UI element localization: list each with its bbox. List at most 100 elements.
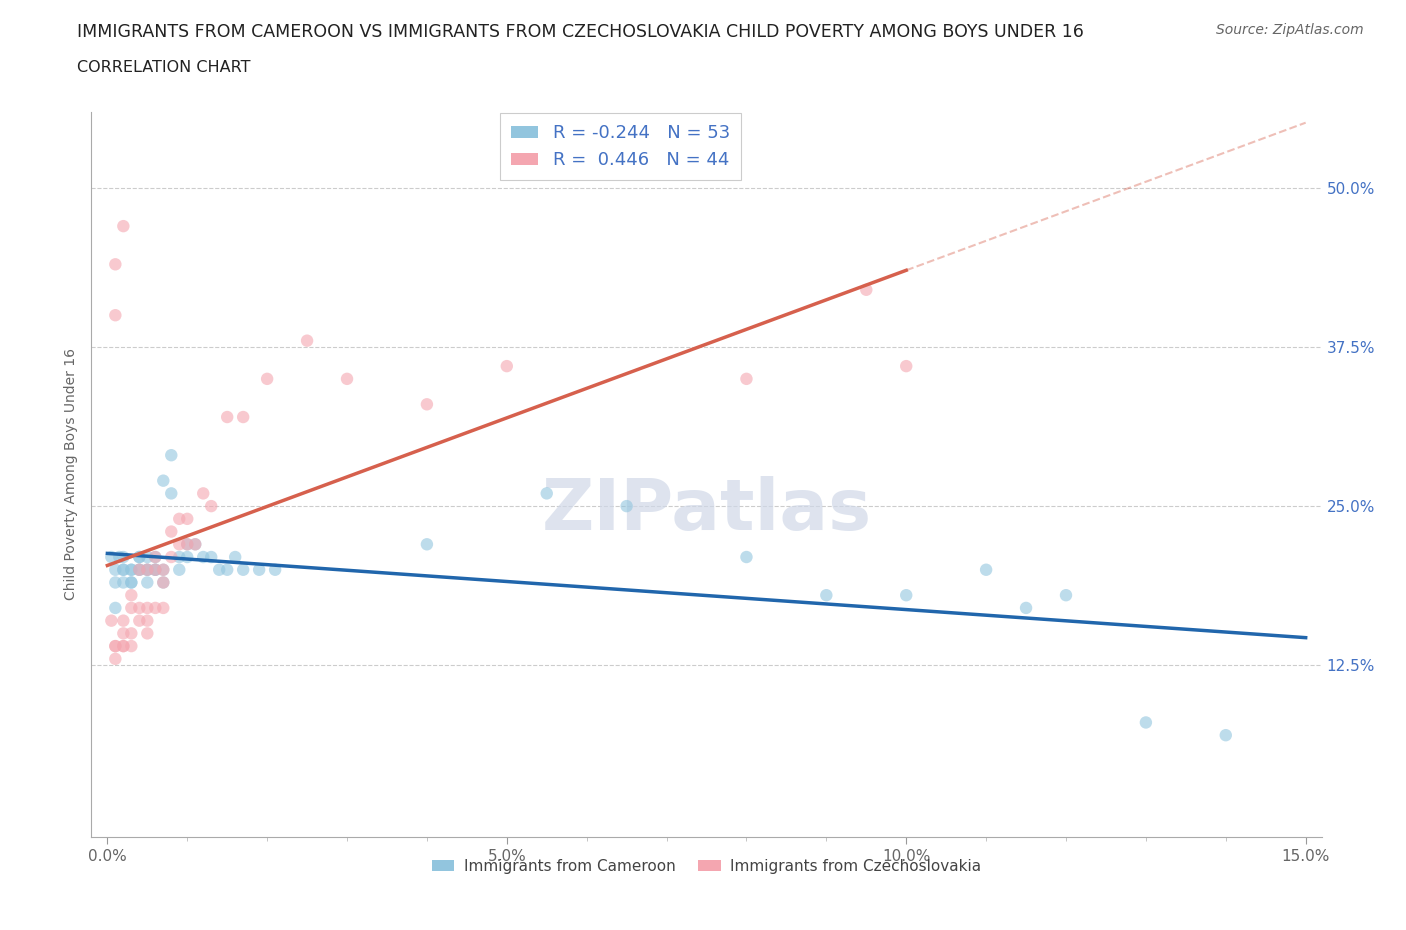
- Point: [143, 601, 166, 616]
- Point: [169, 512, 191, 526]
- Point: [1054, 588, 1077, 603]
- Point: [184, 537, 207, 551]
- Point: [104, 601, 127, 616]
- Point: [120, 588, 142, 603]
- Point: [143, 550, 166, 565]
- Point: [128, 601, 150, 616]
- Point: [143, 563, 166, 578]
- Point: [112, 550, 135, 565]
- Point: [112, 639, 135, 654]
- Point: [176, 537, 198, 551]
- Point: [169, 550, 191, 565]
- Point: [100, 550, 122, 565]
- Point: [143, 563, 166, 578]
- Point: [112, 575, 135, 590]
- Point: [104, 575, 127, 590]
- Point: [169, 537, 191, 551]
- Text: CORRELATION CHART: CORRELATION CHART: [77, 60, 250, 75]
- Point: [208, 563, 231, 578]
- Point: [136, 626, 159, 641]
- Point: [416, 537, 439, 551]
- Point: [1215, 728, 1237, 743]
- Point: [256, 371, 278, 386]
- Point: [128, 563, 150, 578]
- Point: [120, 575, 142, 590]
- Point: [112, 613, 135, 628]
- Point: [176, 550, 198, 565]
- Point: [815, 588, 838, 603]
- Point: [128, 550, 150, 565]
- Point: [152, 473, 174, 488]
- Point: [176, 512, 198, 526]
- Point: [217, 563, 239, 578]
- Point: [128, 550, 150, 565]
- Point: [104, 639, 127, 654]
- Point: [104, 308, 127, 323]
- Point: [184, 537, 207, 551]
- Point: [200, 498, 222, 513]
- Point: [112, 563, 135, 578]
- Point: [232, 563, 254, 578]
- Point: [112, 639, 135, 654]
- Point: [295, 333, 318, 348]
- Point: [112, 626, 135, 641]
- Point: [128, 563, 150, 578]
- Point: [152, 563, 174, 578]
- Point: [1135, 715, 1157, 730]
- Point: [193, 550, 215, 565]
- Point: [160, 447, 183, 462]
- Point: [128, 613, 150, 628]
- Point: [136, 601, 159, 616]
- Point: [143, 550, 166, 565]
- Point: [136, 575, 159, 590]
- Point: [104, 639, 127, 654]
- Point: [169, 563, 191, 578]
- Point: [160, 550, 183, 565]
- Point: [217, 409, 239, 424]
- Point: [224, 550, 246, 565]
- Point: [855, 283, 877, 298]
- Point: [108, 550, 131, 565]
- Point: [160, 525, 183, 539]
- Point: [136, 563, 159, 578]
- Legend: Immigrants from Cameroon, Immigrants from Czechoslovakia: Immigrants from Cameroon, Immigrants fro…: [426, 853, 987, 880]
- Point: [120, 575, 142, 590]
- Point: [896, 359, 918, 374]
- Point: [136, 563, 159, 578]
- Point: [152, 575, 174, 590]
- Point: [974, 563, 997, 578]
- Point: [232, 409, 254, 424]
- Point: [264, 563, 287, 578]
- Point: [120, 639, 142, 654]
- Point: [100, 613, 122, 628]
- Point: [336, 371, 359, 386]
- Point: [104, 651, 127, 666]
- Text: IMMIGRANTS FROM CAMEROON VS IMMIGRANTS FROM CZECHOSLOVAKIA CHILD POVERTY AMONG B: IMMIGRANTS FROM CAMEROON VS IMMIGRANTS F…: [77, 23, 1084, 41]
- Point: [247, 563, 270, 578]
- Point: [616, 498, 638, 513]
- Point: [136, 613, 159, 628]
- Text: Source: ZipAtlas.com: Source: ZipAtlas.com: [1216, 23, 1364, 37]
- Point: [200, 550, 222, 565]
- Point: [896, 588, 918, 603]
- Point: [152, 601, 174, 616]
- Point: [176, 537, 198, 551]
- Point: [112, 563, 135, 578]
- Point: [193, 486, 215, 501]
- Point: [735, 550, 758, 565]
- Point: [1015, 601, 1038, 616]
- Point: [152, 563, 174, 578]
- Point: [536, 486, 558, 501]
- Text: ZIPatlas: ZIPatlas: [541, 476, 872, 545]
- Y-axis label: Child Poverty Among Boys Under 16: Child Poverty Among Boys Under 16: [63, 349, 77, 600]
- Point: [136, 563, 159, 578]
- Point: [120, 563, 142, 578]
- Point: [495, 359, 517, 374]
- Point: [104, 257, 127, 272]
- Point: [120, 626, 142, 641]
- Point: [128, 563, 150, 578]
- Point: [152, 575, 174, 590]
- Point: [735, 371, 758, 386]
- Point: [416, 397, 439, 412]
- Point: [136, 550, 159, 565]
